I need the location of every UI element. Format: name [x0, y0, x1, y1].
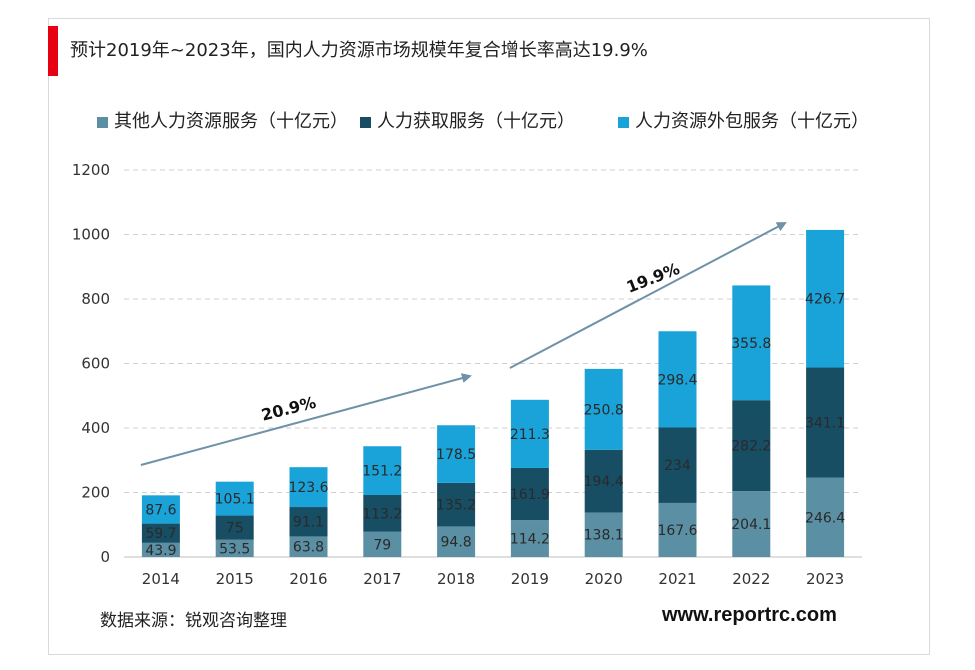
data-label: 211.3 — [510, 427, 550, 443]
x-tick-label: 2016 — [289, 570, 327, 588]
data-label: 161.9 — [510, 487, 550, 503]
title-accent-bar — [48, 26, 58, 76]
data-label: 246.4 — [805, 510, 845, 526]
legend-swatch-1 — [97, 117, 108, 128]
bar-segment — [732, 491, 771, 557]
x-tick-label: 2022 — [732, 570, 770, 588]
data-label: 167.6 — [657, 523, 697, 539]
bar-segment — [215, 539, 254, 557]
x-tick-label: 2021 — [658, 570, 696, 588]
chart-title: 预计2019年~2023年，国内人力资源市场规模年复合增长率高达19.9% — [70, 40, 648, 61]
bar-segment — [510, 520, 549, 557]
bar-segment — [141, 495, 180, 524]
bar-segment — [510, 399, 549, 468]
y-tick-label: 800 — [81, 290, 110, 308]
bar-segment — [732, 400, 771, 492]
bar-segment — [806, 477, 845, 557]
bar-segment — [363, 495, 402, 532]
x-tick-label: 2015 — [216, 570, 254, 588]
data-label: 282.2 — [731, 439, 771, 455]
data-label: 113.2 — [362, 506, 402, 522]
x-tick-label: 2020 — [585, 570, 623, 588]
y-tick-label: 200 — [81, 484, 110, 502]
bar-segment — [141, 523, 180, 543]
data-label: 298.4 — [657, 372, 697, 388]
bar-segment — [289, 467, 328, 508]
x-tick-label: 2019 — [511, 570, 549, 588]
y-tick-label: 1200 — [72, 161, 110, 179]
data-label: 79 — [373, 537, 391, 553]
x-tick-label: 2017 — [363, 570, 401, 588]
data-label: 94.8 — [441, 535, 472, 551]
data-label: 178.5 — [436, 447, 476, 463]
growth-arrow — [509, 222, 787, 369]
data-label: 426.7 — [805, 292, 845, 308]
data-label: 194.4 — [584, 474, 624, 490]
x-tick-label: 2014 — [142, 570, 180, 588]
bar-segment — [584, 368, 623, 450]
data-label: 87.6 — [145, 502, 176, 518]
bar-segment — [806, 367, 845, 478]
legend-swatch-3 — [618, 117, 629, 128]
bar-segment — [363, 531, 402, 557]
bar-segment — [510, 467, 549, 521]
data-source-note: 数据来源：锐观咨询整理 — [100, 611, 287, 631]
bar-segment — [363, 446, 402, 496]
data-label: 123.6 — [288, 480, 328, 496]
data-label: 63.8 — [293, 540, 324, 556]
bar-segment — [658, 502, 697, 557]
x-tick-label: 2018 — [437, 570, 475, 588]
bar-segment — [215, 481, 254, 516]
bar-segment — [437, 425, 476, 483]
bar-segment — [584, 512, 623, 557]
growth-rate-label: 19.9% — [624, 259, 683, 297]
data-label: 53.5 — [219, 541, 250, 557]
growth-arrow — [140, 373, 472, 466]
data-label: 151.2 — [362, 464, 402, 480]
data-label: 59.7 — [145, 526, 176, 542]
bar-segment — [289, 507, 328, 537]
data-label: 250.8 — [584, 402, 624, 418]
data-label: 138.1 — [584, 528, 624, 544]
data-label: 204.1 — [731, 517, 771, 533]
data-label: 105.1 — [215, 492, 255, 508]
data-label: 341.1 — [805, 416, 845, 432]
bar-segment — [584, 449, 623, 513]
watermark-url: www.reportrc.com — [662, 604, 837, 626]
data-label: 355.8 — [731, 336, 771, 352]
legend-swatch-2 — [360, 117, 371, 128]
bar-segment — [141, 542, 180, 557]
y-tick-label: 1000 — [72, 226, 110, 244]
x-tick-label: 2023 — [806, 570, 844, 588]
legend-label-3: 人力资源外包服务（十亿元） — [635, 111, 869, 132]
y-tick-label: 400 — [81, 419, 110, 437]
data-label: 91.1 — [293, 515, 324, 531]
data-label: 135.2 — [436, 498, 476, 514]
data-label: 43.9 — [145, 543, 176, 559]
bar-segment — [658, 331, 697, 428]
data-label: 114.2 — [510, 532, 550, 548]
data-label: 234 — [664, 458, 691, 474]
bar-segment — [658, 427, 697, 503]
y-tick-label: 0 — [100, 548, 110, 566]
data-label: 75 — [226, 521, 244, 537]
bar-segment — [806, 229, 845, 368]
bar-segment — [215, 515, 254, 540]
legend-label-1: 其他人力资源服务（十亿元） — [114, 111, 348, 132]
bar-segment — [732, 285, 771, 401]
figure-frame — [48, 18, 930, 655]
bar-segment — [289, 536, 328, 557]
bar-segment — [437, 482, 476, 527]
y-tick-label: 600 — [81, 355, 110, 373]
legend-label-2: 人力获取服务（十亿元） — [377, 111, 575, 132]
bar-segment — [437, 526, 476, 557]
